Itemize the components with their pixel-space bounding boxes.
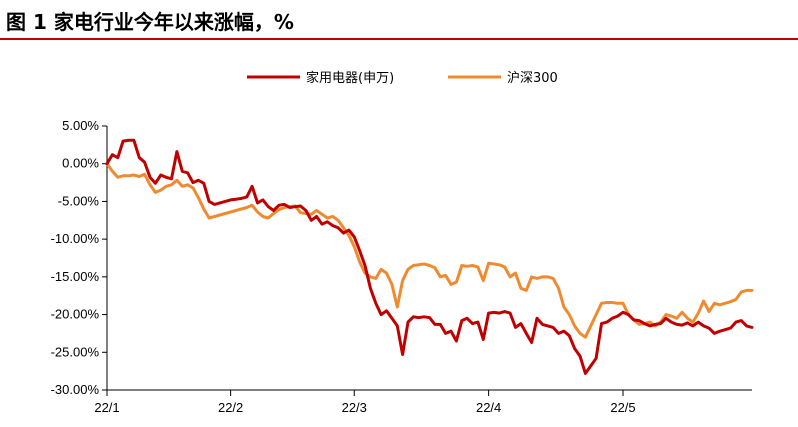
x-tick-label: 22/5 bbox=[610, 400, 635, 415]
y-tick-label: 0.00% bbox=[62, 156, 99, 171]
legend-label-series-0: 家用电器(申万) bbox=[306, 70, 394, 86]
x-tick-label: 22/4 bbox=[476, 400, 501, 415]
legend: 家用电器(申万) 沪深300 bbox=[247, 70, 558, 86]
x-tick-label: 22/2 bbox=[218, 400, 243, 415]
y-tick-label: -10.00% bbox=[51, 231, 100, 246]
series-line-0 bbox=[105, 138, 754, 375]
series-layer bbox=[105, 138, 754, 375]
x-tick-label: 22/3 bbox=[342, 400, 367, 415]
y-tick-label: -15.00% bbox=[51, 269, 100, 284]
title-bar: 图 1 家电行业今年以来涨幅，% bbox=[0, 0, 798, 40]
x-tick-label: 22/1 bbox=[94, 400, 119, 415]
y-tick-label: -25.00% bbox=[51, 344, 100, 359]
y-tick-label: 5.00% bbox=[62, 118, 99, 133]
series-line-1 bbox=[105, 162, 754, 339]
figure-title: 图 1 家电行业今年以来涨幅，% bbox=[6, 10, 294, 34]
legend-label-series-1: 沪深300 bbox=[507, 70, 558, 86]
y-tick-label: -20.00% bbox=[51, 307, 100, 322]
axes: 5.00% 0.00% -5.00% -10.00% -15.00% -20.00% -25… bbox=[51, 118, 752, 415]
y-tick-label: -30.00% bbox=[51, 382, 100, 397]
y-tick-label: -5.00% bbox=[58, 193, 100, 208]
